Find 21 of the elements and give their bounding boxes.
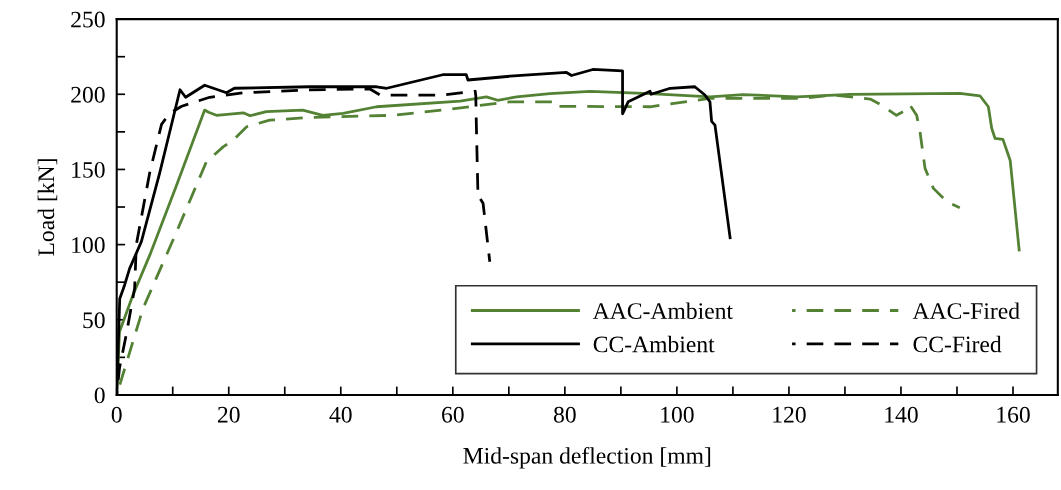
- legend-label: AAC-Ambient: [592, 302, 733, 319]
- x-tick-label: 20: [217, 406, 240, 423]
- y-tick-label: 100: [72, 237, 105, 254]
- x-tick-label: 0: [111, 406, 122, 423]
- y-tick-label: 50: [83, 312, 105, 329]
- x-tick-label: 60: [442, 406, 464, 423]
- x-tick-label: 140: [885, 406, 918, 423]
- x-tick-label: 40: [329, 406, 352, 423]
- y-tick-label: 150: [72, 161, 105, 178]
- x-tick-label: 120: [773, 406, 806, 423]
- x-tick-label: 100: [661, 406, 694, 423]
- y-axis-title: Load [kN]: [37, 159, 58, 256]
- legend-label: CC-Fired: [913, 335, 1002, 353]
- x-axis-title: Mid-span deflection [mm]: [463, 446, 711, 469]
- x-tick-label: 160: [997, 406, 1030, 423]
- y-tick-label: 0: [94, 387, 105, 404]
- y-tick-label: 250: [71, 11, 105, 28]
- y-tick-label: 200: [71, 86, 105, 103]
- x-tick-label: 80: [553, 406, 576, 423]
- legend-label: AAC-Fired: [912, 302, 1020, 319]
- legend-label: CC-Ambient: [593, 335, 715, 353]
